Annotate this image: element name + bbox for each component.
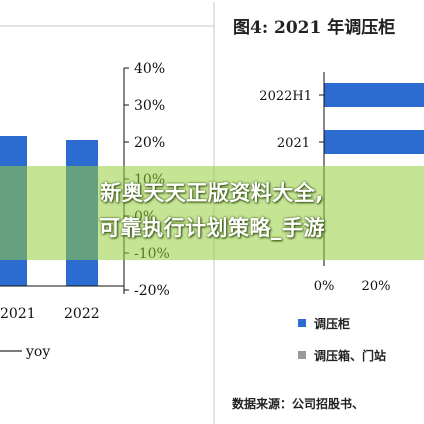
legend-swatch-tiaoyagui <box>298 319 306 327</box>
bar-2022H1 <box>324 83 424 107</box>
overlay-banner <box>0 166 424 260</box>
xtick-20: 20% <box>362 279 391 294</box>
tick-label-2022: 2022 <box>64 306 100 322</box>
right-axis-tick-label: 40% <box>134 61 165 77</box>
banner-line-2: 可靠执行计划策略_手游 <box>99 216 325 240</box>
right-chart: 图4: 2021 年调压柜 2022H1 2021 0% 20% 调压柜 调压箱… <box>213 2 424 424</box>
ylabel-2021: 2021 <box>277 136 310 151</box>
xtick-0: 0% <box>314 279 335 294</box>
ylabel-2022H1: 2022H1 <box>259 89 312 104</box>
bar-2021-h <box>324 130 424 154</box>
banner-line-1: 新奥天天正版资料大全, <box>100 181 324 205</box>
right-axis-tick-label: 20% <box>134 135 165 151</box>
legend-label-tiaoyaxiang: 调压箱、门站 <box>314 348 386 363</box>
chart-title: 图4: 2021 年调压柜 <box>233 17 395 38</box>
legend-label-tiaoyagui: 调压柜 <box>314 316 350 331</box>
source-note: 数据来源：公司招股书、 <box>232 396 364 411</box>
tick-label-2021: 2021 <box>0 306 36 322</box>
right-axis-tick-label: -20% <box>134 283 170 299</box>
right-axis-tick-label: 30% <box>134 98 165 114</box>
legend-swatch-tiaoyaxiang <box>298 351 306 359</box>
legend-yoy-label: yoy <box>25 344 50 360</box>
